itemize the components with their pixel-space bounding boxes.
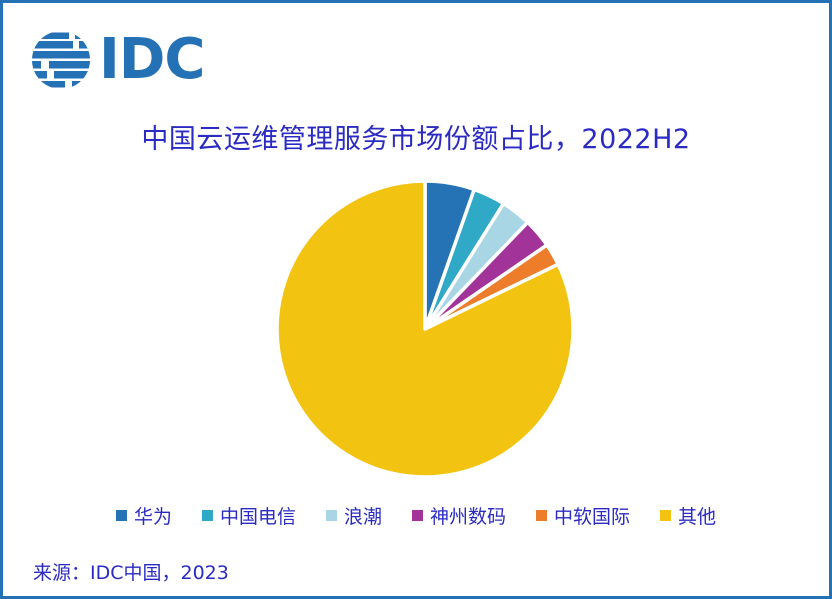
- idc-globe-icon: [32, 32, 90, 88]
- source-note: 来源：IDC中国，2023: [33, 562, 229, 584]
- legend-item-中国电信[interactable]: 中国电信: [201, 502, 296, 529]
- legend-item-华为[interactable]: 华为: [115, 502, 172, 529]
- legend-swatch-icon: [115, 510, 127, 521]
- legend-label: 其他: [678, 506, 717, 528]
- legend-swatch-icon: [660, 510, 672, 521]
- legend-swatch-icon: [412, 510, 423, 521]
- legend-label: 中国电信: [219, 506, 296, 528]
- legend-label: 中软国际: [554, 506, 631, 528]
- legend-swatch-icon: [536, 510, 548, 521]
- pie-chart: [273, 177, 577, 481]
- idc-logo: IDC: [31, 27, 205, 92]
- legend-item-神州数码[interactable]: 神州数码: [412, 502, 506, 529]
- chart-legend: 华为 中国电信 浪潮 神州数码 中软国际 其他: [3, 502, 829, 529]
- legend-swatch-icon: [201, 510, 213, 521]
- legend-swatch-icon: [325, 510, 337, 521]
- legend-item-其他[interactable]: 其他: [660, 502, 716, 529]
- legend-item-浪潮[interactable]: 浪潮: [325, 502, 382, 529]
- legend-item-中软国际[interactable]: 中软国际: [536, 502, 630, 529]
- pie-slice-其他[interactable]: [275, 179, 575, 479]
- legend-label: 华为: [133, 506, 172, 528]
- chart-title: 中国云运维管理服务市场份额占比，2022H2: [141, 124, 691, 155]
- legend-label: 浪潮: [343, 506, 382, 528]
- legend-label: 神州数码: [430, 506, 507, 528]
- idc-logo-text: IDC: [99, 27, 205, 92]
